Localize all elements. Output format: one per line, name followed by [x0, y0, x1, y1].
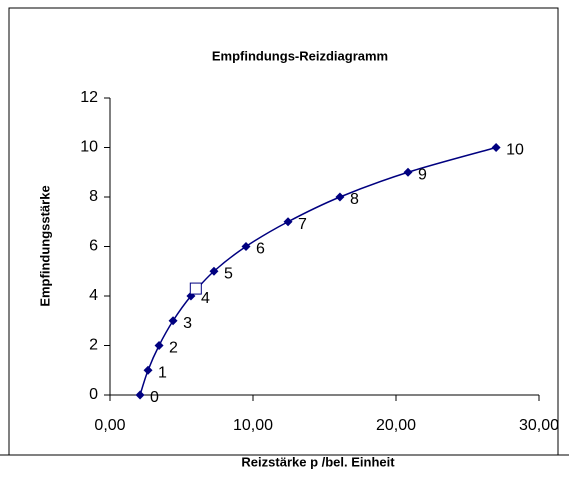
point — [241, 242, 251, 251]
x-tick-label: 20,00 — [376, 417, 416, 434]
data-label: 0 — [150, 389, 159, 406]
y-tick-label: 10 — [80, 139, 98, 156]
y-tick-label: 6 — [89, 238, 98, 255]
point — [189, 282, 202, 295]
data-label: 8 — [350, 191, 359, 208]
point — [168, 316, 178, 326]
data-label: 2 — [169, 340, 178, 357]
data-label: 10 — [506, 142, 524, 159]
point — [403, 167, 413, 177]
point — [135, 390, 145, 400]
series-line — [139, 146, 497, 396]
y-tick-label: 12 — [80, 89, 98, 106]
y-tick-label: 0 — [89, 386, 98, 403]
y-axis-title: Empfindungsstärke — [37, 185, 52, 306]
point — [154, 341, 164, 350]
data-label: 6 — [256, 241, 265, 258]
data-label: 9 — [418, 166, 427, 183]
x-tick-label: 10,00 — [233, 417, 273, 434]
x-tick-label: 0,00 — [94, 417, 125, 434]
data-label: 4 — [201, 290, 210, 307]
point — [143, 365, 153, 375]
point — [335, 192, 345, 202]
y-tick-label: 2 — [89, 337, 98, 354]
chart-title: Empfindungs-Reizdiagramm — [212, 48, 388, 63]
data-label: 5 — [224, 265, 233, 282]
point — [283, 217, 293, 227]
data-label: 3 — [183, 315, 192, 332]
point — [491, 143, 501, 152]
x-axis-title: Reizstärke p /bel. Einheit — [241, 454, 395, 469]
y-tick-label: 4 — [89, 287, 98, 304]
point — [209, 266, 219, 276]
data-label: 1 — [158, 364, 167, 381]
x-tick-label: 30,00 — [519, 417, 559, 434]
data-label: 7 — [298, 216, 307, 233]
y-tick-label: 8 — [89, 188, 98, 205]
